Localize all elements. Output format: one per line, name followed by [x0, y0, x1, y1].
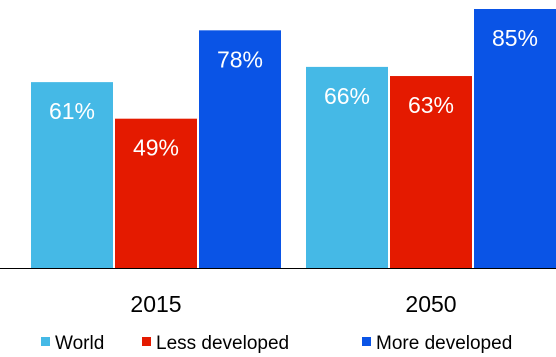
data-label-world-2050: 66% [324, 83, 370, 109]
legend-label-less-developed: Less developed [156, 333, 289, 354]
bar-less-developed-2015 [115, 118, 197, 268]
legend-swatch-more-developed [362, 337, 371, 346]
bar-world-2015 [31, 82, 113, 268]
bar-more-developed-2050 [474, 9, 556, 268]
legend-swatch-world [41, 337, 50, 346]
x-tick-label-2015: 2015 [130, 291, 181, 317]
legend-label-world: World [55, 333, 104, 354]
data-label-more-developed-2015: 78% [217, 46, 263, 72]
legend-label-more-developed: More developed [376, 333, 512, 354]
x-tick-label-2050: 2050 [405, 291, 456, 317]
legend-swatch-less-developed [142, 337, 151, 346]
bar-world-2050 [306, 66, 388, 268]
data-label-world-2015: 61% [49, 98, 95, 124]
bar-more-developed-2015 [199, 30, 281, 269]
data-label-less-developed-2015: 49% [133, 135, 179, 161]
data-label-more-developed-2050: 85% [492, 25, 538, 51]
data-label-less-developed-2050: 63% [408, 92, 454, 118]
bar-less-developed-2050 [390, 76, 472, 268]
